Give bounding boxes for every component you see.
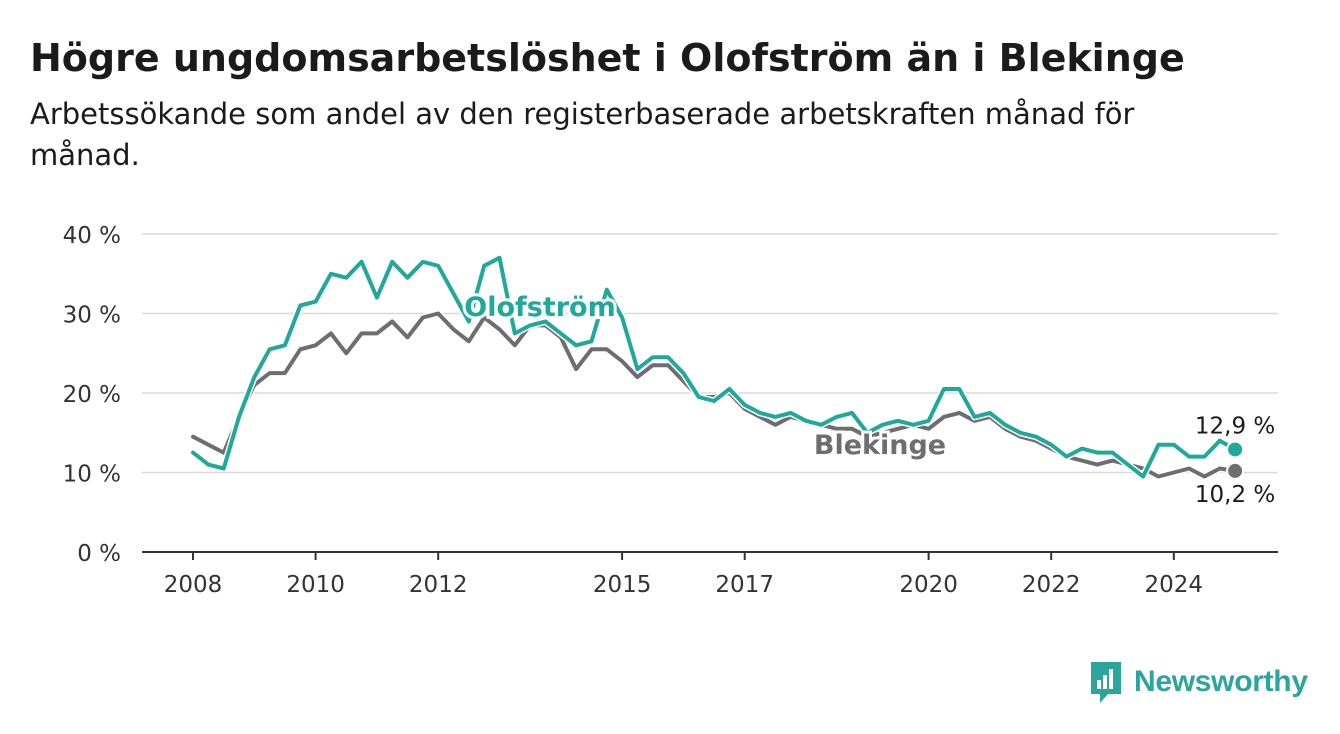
y-tick-label: 10 % [63,462,121,488]
series-halo [189,254,1239,480]
series-end-point [1226,440,1245,459]
x-tick-label: 2010 [286,572,345,598]
series-name-label: Blekinge [814,430,946,461]
y-tick-label: 0 % [77,541,121,567]
end-value-label: 12,9 % [1195,413,1275,439]
series-labels: 10,2 % Blekinge 12,9 % Olofström [461,289,1278,510]
end-value-label: 10,2 % [1195,482,1275,508]
x-tick-label: 2024 [1145,572,1204,598]
brand-logo: Newsworthy [1088,660,1308,704]
series-end-point [1226,461,1245,480]
x-tick-label: 2008 [164,572,223,598]
x-tick-label: 2020 [899,572,958,598]
series-line [191,255,1238,479]
y-tick-label: 30 % [63,303,121,329]
y-axis-ticks: 0 % 10 % 20 % 30 % 40 % [63,223,121,567]
y-tick-label: 20 % [63,382,121,408]
x-tick-label: 2012 [409,572,468,598]
x-tick-label: 2015 [593,572,652,598]
brand-name: Newsworthy [1134,665,1308,698]
newsworthy-logo-icon [1091,662,1121,703]
chart-subtitle: Arbetssökande som andel av den registerb… [30,97,1135,172]
series-name-label: Olofström [464,292,615,323]
series-lines [189,254,1245,480]
x-tick-label: 2022 [1022,572,1081,598]
chart-title: Högre ungdomsarbetslöshet i Olofström än… [30,36,1185,80]
gridlines [142,233,1278,553]
y-tick-label: 40 % [63,223,121,249]
x-tick-label: 2017 [715,572,774,598]
x-axis-ticks: 2008 2010 2012 2015 2017 2020 2022 2024 [164,552,1203,598]
